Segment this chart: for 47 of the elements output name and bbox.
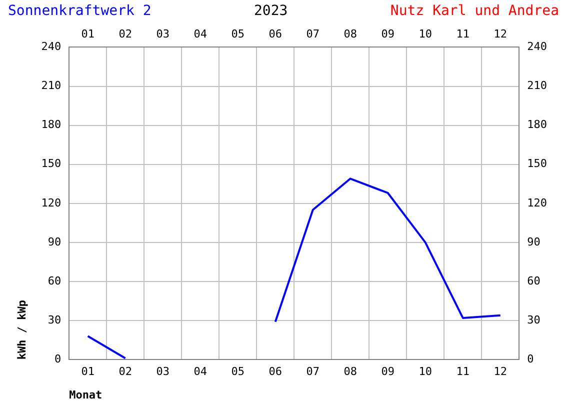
y-tick-label: 210	[41, 79, 62, 92]
y-tick-label: 90	[48, 235, 62, 248]
y-tick-label: 0	[54, 352, 62, 366]
y2-tick-label: 180	[527, 118, 548, 132]
category-label: 09	[381, 27, 394, 40]
x-tick-label: 09	[381, 365, 394, 378]
y-tick-label: 30	[48, 313, 62, 326]
y2-tick-label: 120	[527, 196, 548, 210]
y2-tick-label: 150	[527, 157, 548, 170]
y2-tick-label: 60	[527, 274, 540, 288]
y2-tick-label: 0	[527, 352, 534, 366]
y-tick-label: 60	[48, 274, 62, 288]
y2-tick-label: 90	[527, 235, 540, 248]
chart-title: Sonnenkraftwerk 2	[8, 3, 152, 19]
x-tick-label: 04	[194, 365, 208, 378]
x-tick-label: 10	[418, 365, 432, 378]
x-tick-label: 05	[231, 365, 244, 378]
x-tick-label: 08	[344, 365, 357, 378]
category-label: 01	[81, 27, 94, 40]
y-tick-label: 240	[41, 40, 62, 54]
y-tick-label: 180	[41, 118, 62, 132]
x-tick-label: 11	[456, 365, 470, 378]
y-tick-label: 150	[41, 157, 62, 170]
chart-subtitle: 2023	[254, 3, 288, 19]
x-axis-title: Monat	[69, 388, 102, 402]
category-label: 06	[268, 27, 282, 40]
x-tick-label: 06	[268, 365, 282, 378]
y-axis-title: kWh / kWp	[15, 300, 28, 360]
x-tick-label: 07	[306, 365, 320, 378]
category-label: 10	[418, 27, 432, 40]
category-label: 02	[118, 27, 132, 40]
y2-tick-label: 30	[527, 313, 540, 326]
category-label: 11	[456, 27, 470, 40]
y-tick-label: 120	[41, 196, 62, 210]
category-label: 12	[494, 27, 508, 40]
category-label: 07	[306, 27, 320, 40]
text: Nutz Karl und Andrea	[390, 3, 559, 19]
category-label: 03	[156, 27, 170, 40]
x-tick-label: 02	[118, 365, 132, 378]
x-tick-label: 01	[81, 365, 94, 378]
y2-tick-label: 240	[527, 40, 548, 54]
x-tick-label: 12	[494, 365, 508, 378]
x-tick-label: 03	[156, 365, 170, 378]
y2-tick-label: 210	[527, 79, 548, 92]
category-label: 08	[344, 27, 357, 40]
category-label: 05	[231, 27, 244, 40]
category-label: 04	[194, 27, 207, 40]
